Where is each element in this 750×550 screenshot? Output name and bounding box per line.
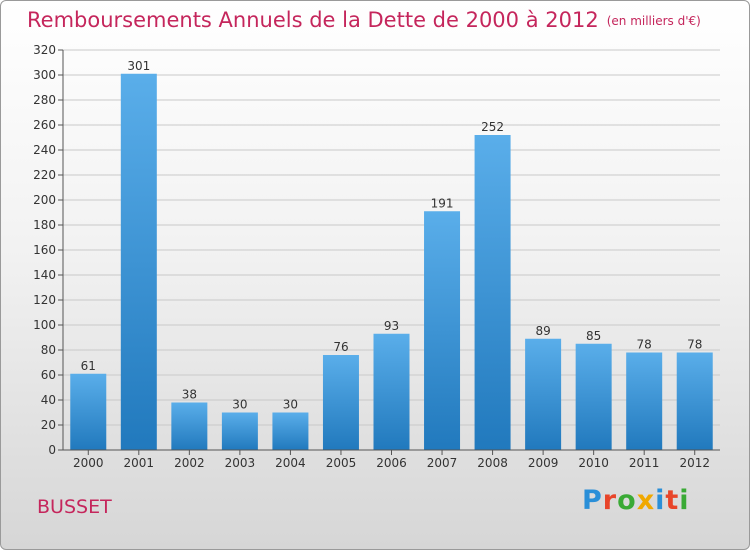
data-label: 78 (687, 338, 702, 352)
data-label: 89 (535, 324, 550, 338)
y-tick-label: 20 (41, 418, 56, 432)
y-tick-label: 0 (48, 443, 56, 457)
bar (373, 333, 410, 450)
data-label: 301 (127, 59, 150, 73)
x-tick-label: 2011 (629, 456, 660, 470)
y-tick-label: 80 (41, 343, 56, 357)
bar (626, 352, 663, 450)
data-label: 93 (384, 319, 399, 333)
data-label: 252 (481, 120, 504, 134)
bar (272, 412, 309, 450)
chart-unit: (en milliers d'€) (606, 14, 701, 28)
y-tick-label: 200 (33, 193, 56, 207)
bar (322, 355, 359, 450)
bar (525, 338, 562, 450)
y-tick-label: 320 (33, 43, 56, 57)
data-label: 61 (81, 359, 96, 373)
bar (70, 373, 107, 450)
bar (120, 73, 157, 450)
y-tick-label: 240 (33, 143, 56, 157)
bar (676, 352, 713, 450)
bar (171, 402, 208, 450)
x-tick-label: 2000 (73, 456, 104, 470)
x-tick-label: 2012 (679, 456, 710, 470)
location-label: BUSSET (37, 496, 112, 518)
data-label: 78 (637, 338, 652, 352)
x-tick-label: 2003 (225, 456, 256, 470)
data-label: 85 (586, 329, 601, 343)
bar (474, 135, 511, 450)
proxiti-logo: Proxiti (582, 485, 690, 516)
x-tick-label: 2008 (477, 456, 508, 470)
y-tick-label: 60 (41, 368, 56, 382)
y-tick-label: 180 (33, 218, 56, 232)
y-tick-label: 40 (41, 393, 56, 407)
x-tick-label: 2006 (376, 456, 407, 470)
data-label: 38 (182, 388, 197, 402)
x-tick-label: 2010 (578, 456, 609, 470)
x-tick-label: 2002 (174, 456, 205, 470)
y-tick-label: 280 (33, 93, 56, 107)
y-tick-label: 220 (33, 168, 56, 182)
y-tick-label: 260 (33, 118, 56, 132)
x-tick-label: 2004 (275, 456, 306, 470)
y-tick-label: 120 (33, 293, 56, 307)
chart-title-text: Remboursements Annuels de la Dette de 20… (27, 8, 599, 32)
data-label: 30 (232, 398, 247, 412)
x-tick-label: 2005 (326, 456, 357, 470)
x-tick-label: 2001 (124, 456, 155, 470)
data-label: 76 (333, 340, 348, 354)
bar (575, 343, 612, 450)
data-label: 191 (431, 196, 454, 210)
bar (221, 412, 258, 450)
y-tick-label: 140 (33, 268, 56, 282)
y-tick-label: 300 (33, 68, 56, 82)
y-tick-label: 160 (33, 243, 56, 257)
x-tick-label: 2007 (427, 456, 458, 470)
x-tick-label: 2009 (528, 456, 559, 470)
bar (424, 211, 461, 450)
y-tick-label: 100 (33, 318, 56, 332)
chart-title: Remboursements Annuels de la Dette de 20… (27, 8, 701, 32)
data-label: 30 (283, 398, 298, 412)
